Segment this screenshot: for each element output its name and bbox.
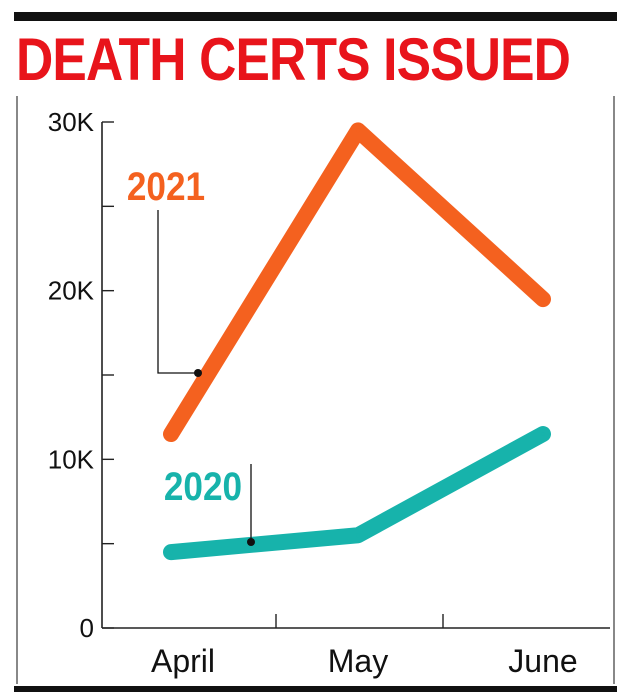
- series-label-2021: 2021: [127, 164, 205, 209]
- data-point-2021: [169, 432, 173, 437]
- x-tick-label: June: [508, 643, 577, 679]
- data-point-2020: [169, 550, 173, 555]
- label-layer: 2021 2020: [127, 164, 255, 546]
- callout-dot-2020: [247, 538, 255, 546]
- series-layer: [163, 122, 551, 561]
- y-tick-label: 10K: [48, 444, 95, 474]
- x-tick-label: April: [151, 643, 215, 679]
- data-point-2020: [356, 533, 360, 538]
- bottom-rule: [14, 686, 617, 692]
- y-tick-label: 20K: [48, 276, 95, 306]
- top-rule: [14, 12, 617, 21]
- data-point-2021: [356, 128, 360, 133]
- axis-layer: 0 10K 20K 30K April May June: [48, 107, 610, 679]
- callout-dot-2021: [194, 369, 202, 377]
- chart-frame: [16, 96, 615, 684]
- y-tick-label: 0: [80, 613, 94, 643]
- y-tick-label: 30K: [48, 107, 95, 137]
- x-tick-label: May: [328, 643, 388, 679]
- callout-leader-2021: [157, 210, 198, 374]
- data-point-2021: [541, 297, 545, 302]
- series-label-2020: 2020: [164, 464, 242, 509]
- chart-title: DEATH CERTS ISSUED: [16, 26, 571, 93]
- data-point-2020: [541, 432, 545, 437]
- series-line-2021: [163, 122, 551, 443]
